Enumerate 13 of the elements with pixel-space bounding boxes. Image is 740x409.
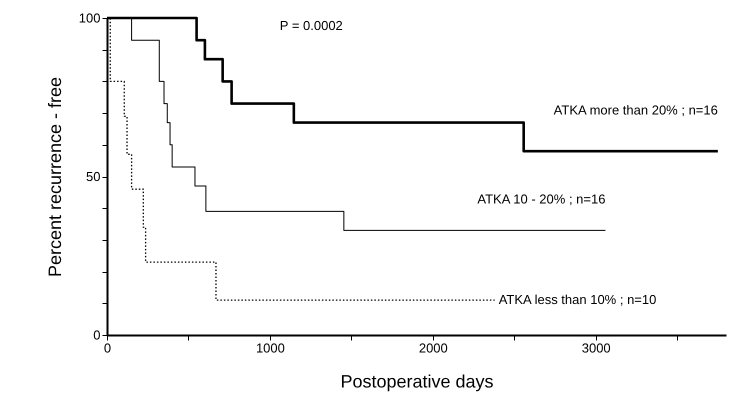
annotation: P = 0.0002: [280, 18, 343, 33]
y-axis-title: Percent recurrence - free: [44, 76, 65, 278]
x-tick-label: 1000: [256, 340, 285, 356]
x-tick-label: 2000: [418, 340, 448, 356]
y-tick-label: 50: [86, 169, 100, 184]
x-tick-label: 0: [104, 340, 112, 356]
y-tick-label: 0: [93, 328, 100, 342]
x-axis-title: Postoperative days: [340, 372, 494, 392]
series-label: ATKA less than 10% ; n=10: [498, 292, 656, 308]
x-tick-label: 3000: [582, 340, 611, 356]
text: ATKA more than 20% ; n=16: [554, 102, 718, 118]
y-tick-label: 100: [78, 10, 100, 26]
series-label: ATKA 10 - 20% ; n=16: [477, 191, 606, 206]
